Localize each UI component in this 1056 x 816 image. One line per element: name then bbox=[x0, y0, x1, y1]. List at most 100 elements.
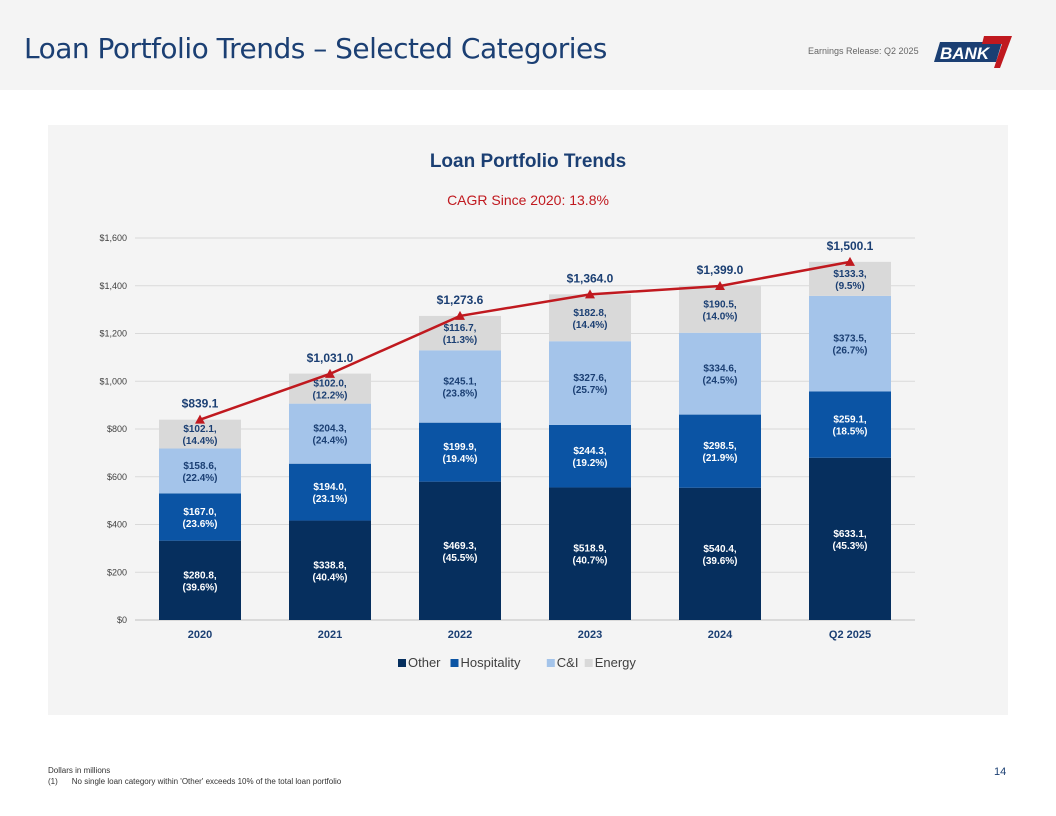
data-label: $373.5, bbox=[833, 334, 867, 345]
chart-panel: Loan Portfolio Trends CAGR Since 2020: 13… bbox=[48, 125, 1008, 715]
data-label-pct: (22.4%) bbox=[182, 473, 217, 484]
bar-other bbox=[419, 481, 501, 620]
data-label: $194.0, bbox=[313, 482, 347, 493]
data-label-pct: (14.4%) bbox=[572, 320, 607, 331]
data-label-pct: (24.5%) bbox=[702, 376, 737, 387]
data-label-pct: (19.4%) bbox=[442, 454, 477, 465]
data-label-pct: (24.4%) bbox=[312, 436, 347, 447]
data-label-pct: (23.6%) bbox=[182, 519, 217, 530]
bar-energy bbox=[549, 294, 631, 342]
data-label: $633.1, bbox=[833, 529, 867, 540]
data-label-pct: (39.6%) bbox=[182, 582, 217, 593]
data-label: $190.5, bbox=[703, 299, 737, 310]
footnote-dollars: Dollars in millions bbox=[48, 766, 111, 775]
y-tick-label: $400 bbox=[107, 520, 127, 530]
data-label: $298.5, bbox=[703, 441, 737, 452]
data-label: $167.0, bbox=[183, 507, 217, 518]
bar-hospitality bbox=[809, 391, 891, 458]
bar-energy bbox=[289, 373, 371, 404]
bar-cni bbox=[289, 403, 371, 464]
legend-swatch bbox=[398, 659, 406, 667]
data-label: $116.7, bbox=[444, 323, 477, 334]
data-label-pct: (23.8%) bbox=[442, 388, 477, 399]
bar-other bbox=[289, 520, 371, 620]
bar-hospitality bbox=[419, 422, 501, 482]
total-marker bbox=[715, 280, 725, 290]
data-label: $518.9, bbox=[573, 544, 607, 555]
data-label-pct: (45.5%) bbox=[442, 553, 477, 564]
data-label: $469.3, bbox=[443, 541, 477, 552]
data-label: $204.3, bbox=[313, 424, 347, 435]
chart-subtitle: CAGR Since 2020: 13.8% bbox=[447, 192, 609, 208]
page-title: Loan Portfolio Trends – Selected Categor… bbox=[24, 32, 607, 65]
data-label: $102.1, bbox=[183, 424, 217, 435]
chart-title: Loan Portfolio Trends bbox=[430, 151, 626, 172]
data-label: $540.4, bbox=[703, 544, 737, 555]
x-tick-label: Q2 2025 bbox=[829, 629, 871, 641]
bar-other bbox=[679, 487, 761, 620]
total-marker bbox=[585, 289, 595, 299]
data-label: $133.3, bbox=[833, 269, 867, 280]
x-tick-label: 2020 bbox=[188, 629, 212, 641]
data-label-pct: (11.3%) bbox=[443, 335, 477, 346]
data-label-pct: (25.7%) bbox=[572, 385, 607, 396]
total-marker bbox=[845, 256, 855, 266]
footnote-1: (1) No single loan category within 'Other… bbox=[48, 777, 341, 786]
bar-cni bbox=[419, 350, 501, 423]
data-label-pct: (14.0%) bbox=[702, 311, 737, 322]
data-label: $102.0, bbox=[313, 379, 347, 390]
data-label-pct: (26.7%) bbox=[832, 346, 867, 357]
data-label-pct: (40.7%) bbox=[572, 556, 607, 567]
x-tick-label: 2021 bbox=[318, 629, 342, 641]
data-label: $158.6, bbox=[183, 461, 217, 472]
bar-cni bbox=[549, 341, 631, 425]
data-label: $327.6, bbox=[573, 373, 607, 384]
x-tick-label: 2022 bbox=[448, 629, 472, 641]
bar-hospitality bbox=[549, 424, 631, 488]
data-label: $199.9, bbox=[443, 442, 477, 453]
data-label-pct: (14.4%) bbox=[182, 436, 217, 447]
data-label: $338.8, bbox=[313, 560, 347, 571]
data-label-pct: (19.2%) bbox=[572, 458, 607, 469]
total-marker bbox=[325, 368, 335, 378]
y-tick-label: $800 bbox=[107, 424, 127, 434]
total-marker bbox=[195, 414, 205, 424]
total-label: $1,364.0 bbox=[567, 271, 614, 285]
data-label-pct: (9.5%) bbox=[835, 281, 864, 292]
data-label-pct: (23.1%) bbox=[312, 494, 347, 505]
data-label: $259.1, bbox=[833, 415, 867, 426]
loan-portfolio-chart: Loan Portfolio Trends CAGR Since 2020: 13… bbox=[99, 151, 915, 670]
y-tick-label: $1,000 bbox=[99, 376, 127, 386]
bar-hospitality bbox=[289, 463, 371, 521]
total-label: $839.1 bbox=[182, 397, 219, 411]
data-label-pct: (39.6%) bbox=[702, 556, 737, 567]
bar-energy bbox=[159, 419, 241, 449]
total-label: $1,031.0 bbox=[307, 351, 354, 365]
data-label: $182.8, bbox=[573, 308, 607, 319]
y-tick-label: $200 bbox=[107, 567, 127, 577]
legend-label-hospitality: Hospitality bbox=[461, 655, 521, 670]
y-tick-label: $1,600 bbox=[99, 233, 127, 243]
page-number: 14 bbox=[994, 766, 1007, 778]
y-tick-label: $1,200 bbox=[99, 329, 127, 339]
release-label: Earnings Release: Q2 2025 bbox=[808, 46, 919, 56]
legend-swatch bbox=[584, 659, 593, 667]
footnote-text: No single loan category within 'Other' e… bbox=[71, 777, 342, 786]
bar-other bbox=[549, 487, 631, 620]
y-tick-label: $600 bbox=[107, 472, 127, 482]
data-label-pct: (12.2%) bbox=[312, 391, 347, 402]
bar-hospitality bbox=[159, 493, 241, 541]
data-label-pct: (21.9%) bbox=[702, 453, 737, 464]
total-label: $1,273.6 bbox=[437, 293, 484, 307]
legend-swatch bbox=[546, 659, 555, 667]
legend-label-energy: Energy bbox=[595, 655, 637, 670]
header: Loan Portfolio Trends – Selected Categor… bbox=[0, 0, 1056, 90]
bar-cni bbox=[679, 332, 761, 415]
data-label: $245.1, bbox=[443, 376, 477, 387]
bar-cni bbox=[809, 295, 891, 392]
x-tick-label: 2023 bbox=[578, 629, 602, 641]
data-label: $244.3, bbox=[573, 446, 607, 457]
data-label-pct: (18.5%) bbox=[832, 427, 867, 438]
data-label: $280.8, bbox=[183, 570, 217, 581]
legend-label-other: Other bbox=[408, 655, 441, 670]
